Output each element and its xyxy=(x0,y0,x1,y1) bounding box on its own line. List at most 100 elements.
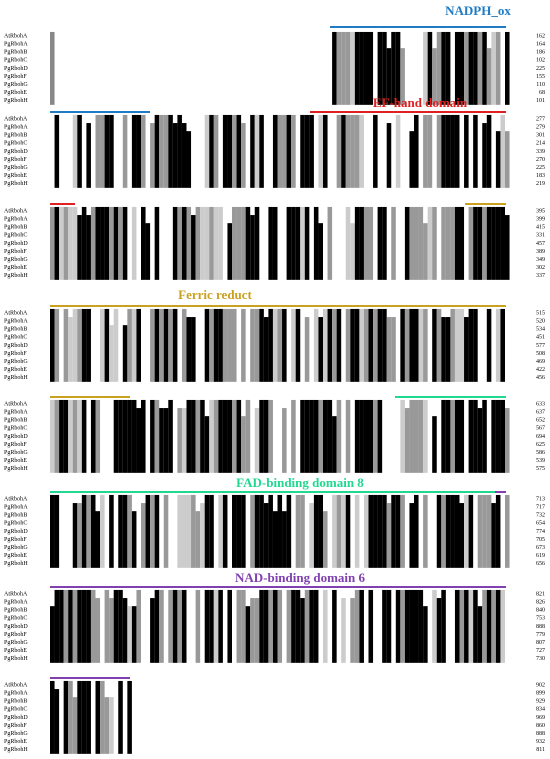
shade-column xyxy=(254,598,260,663)
shade-column xyxy=(436,308,442,382)
shade-column xyxy=(473,206,478,280)
shade-column xyxy=(163,308,169,382)
shade-column xyxy=(300,114,305,188)
shade-column xyxy=(300,598,305,663)
shade-column xyxy=(50,308,55,382)
shade-column xyxy=(204,589,210,663)
shade-column xyxy=(500,308,505,382)
shade-column xyxy=(100,206,105,280)
sequence-name: PgRbohF xyxy=(4,249,27,255)
end-position: 673 xyxy=(536,545,545,551)
end-position: 811 xyxy=(536,747,545,753)
shade-column xyxy=(468,399,474,473)
shade-column xyxy=(404,308,410,382)
shade-column xyxy=(168,399,173,473)
shade-column xyxy=(232,114,237,188)
sequence-name: PgRbohA xyxy=(4,599,28,605)
shade-column xyxy=(318,223,323,280)
end-position: 399 xyxy=(536,216,545,222)
shade-column xyxy=(486,494,492,568)
end-position: 456 xyxy=(536,375,545,381)
end-position: 162 xyxy=(536,33,545,39)
sequence-name: AtRbohA xyxy=(4,33,28,39)
shade-column xyxy=(172,308,178,382)
shade-column xyxy=(181,589,187,663)
shade-column xyxy=(172,589,178,663)
shade-column xyxy=(386,317,392,382)
shade-column xyxy=(505,408,510,473)
shade-column xyxy=(200,399,205,473)
shade-column xyxy=(332,416,337,473)
shade-column xyxy=(191,399,196,473)
shade-column xyxy=(473,399,478,473)
sequence-name: PgRbohH xyxy=(4,561,28,567)
shade-column xyxy=(272,308,278,382)
shade-column xyxy=(150,399,155,473)
shade-column xyxy=(345,308,351,382)
shade-column xyxy=(363,494,369,568)
shade-column xyxy=(131,606,137,663)
sequence-name: PgRbohH xyxy=(4,181,28,187)
shade-column xyxy=(86,308,91,382)
shade-column xyxy=(59,589,64,663)
shade-column xyxy=(236,206,242,280)
shade-column xyxy=(477,31,483,105)
end-position: 155 xyxy=(536,74,545,80)
shade-column xyxy=(222,114,228,188)
shade-column xyxy=(50,31,55,105)
shade-column xyxy=(195,589,201,663)
sequence-name: PgRbohE xyxy=(4,367,27,373)
shade-column xyxy=(213,308,219,382)
shade-column xyxy=(441,317,446,382)
shade-column xyxy=(272,114,278,188)
shade-column xyxy=(323,399,328,473)
shade-column xyxy=(414,114,419,188)
end-position: 821 xyxy=(536,591,545,597)
shade-column xyxy=(291,589,296,663)
shade-column xyxy=(423,223,428,280)
shade-column xyxy=(300,494,305,568)
shade-column xyxy=(291,399,296,473)
shade-column xyxy=(90,494,96,568)
shade-column xyxy=(159,408,164,473)
shade-column xyxy=(72,503,78,568)
sequence-name: AtRbohA xyxy=(4,310,28,316)
shade-column xyxy=(395,589,401,663)
shade-column xyxy=(336,308,342,382)
shade-column xyxy=(350,308,355,382)
shade-column xyxy=(209,206,214,280)
shade-column xyxy=(200,503,205,568)
end-position: 774 xyxy=(536,529,545,535)
shade-column xyxy=(345,399,351,473)
shade-column xyxy=(63,399,69,473)
shade-column xyxy=(136,308,141,382)
shade-column xyxy=(268,399,273,473)
shade-column xyxy=(445,31,451,105)
shade-column xyxy=(400,308,405,382)
shade-column xyxy=(327,399,333,473)
shade-column xyxy=(427,31,433,105)
shade-column xyxy=(68,399,73,473)
shade-column xyxy=(95,206,101,280)
shade-column xyxy=(505,131,510,188)
shade-column xyxy=(491,399,496,473)
shade-column xyxy=(127,308,132,382)
shade-column xyxy=(77,114,82,188)
sequence-name: PgRbohA xyxy=(4,690,28,696)
shade-column xyxy=(127,680,132,754)
domain-label: NAD-binding domain 6 xyxy=(235,570,366,585)
sequence-name: PgRbohD xyxy=(4,715,28,721)
end-position: 219 xyxy=(536,181,545,187)
sequence-name: PgRbohG xyxy=(4,257,28,263)
shade-column xyxy=(332,494,337,568)
shade-column xyxy=(454,399,460,473)
shade-column xyxy=(63,680,69,754)
shade-column xyxy=(113,589,119,663)
shade-column xyxy=(195,511,201,568)
shade-column xyxy=(354,399,360,473)
shade-column xyxy=(500,399,505,473)
shade-column xyxy=(104,206,110,280)
shade-column xyxy=(382,308,387,382)
shade-column xyxy=(204,494,210,568)
shade-column xyxy=(482,494,487,568)
